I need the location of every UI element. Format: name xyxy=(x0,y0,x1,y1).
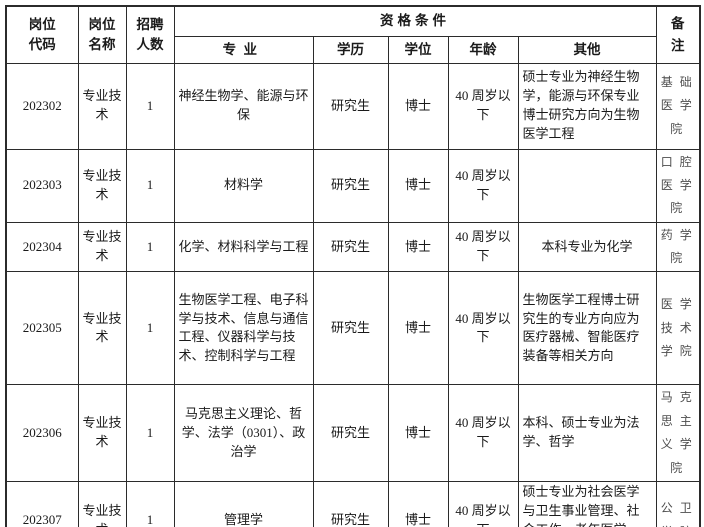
cell-age: 40 周岁以下 xyxy=(447,384,519,483)
cell-degree: 博士 xyxy=(387,384,449,483)
cell-degree: 博士 xyxy=(387,271,449,386)
cell-remark: 药学院 xyxy=(655,221,701,273)
cell-name: 专业技术 xyxy=(77,271,127,386)
cell-education: 研究生 xyxy=(312,384,389,483)
header-recruit-count-label: 招聘人数 xyxy=(136,16,164,52)
cell-major: 生物医学工程、电子科学与技术、信息与通信工程、仪器科学与技术、控制科学与工程 xyxy=(173,271,314,386)
table-row: 202303 专业技术 1 材料学 研究生 博士 40 周岁以下 口腔医学院 xyxy=(5,148,701,223)
cell-other: 硕士专业为社会医学与卫生事业管理、社会工作、老年医学、护理学 xyxy=(517,481,657,527)
cell-major: 管理学 xyxy=(173,481,314,527)
cell-age: 40 周岁以下 xyxy=(447,271,519,386)
cell-other: 生物医学工程博士研究生的专业方向应为医疗器械、智能医疗装备等相关方向 xyxy=(517,271,657,386)
header-position-code-label: 岗位代码 xyxy=(28,16,56,52)
header-other: 其他 xyxy=(517,35,657,64)
cell-education: 研究生 xyxy=(312,62,389,150)
header-position-code: 岗位代码 xyxy=(5,5,79,64)
cell-education: 研究生 xyxy=(312,271,389,386)
header-remark-label: 备注 xyxy=(671,16,685,53)
table-row: 202306 专业技术 1 马克思主义理论、哲学、法学（0301）、政治学 研究生 博士 4… xyxy=(5,384,701,483)
cell-name: 专业技术 xyxy=(77,148,127,223)
table-header: 岗位代码 岗位名称 招聘人数 资格条件 备注 专业 学历 学位 年龄 其他 xyxy=(5,5,701,64)
cell-degree: 博士 xyxy=(387,62,449,150)
cell-other xyxy=(517,148,657,223)
cell-name: 专业技术 xyxy=(77,62,127,150)
cell-count: 1 xyxy=(125,62,175,150)
cell-code: 202304 xyxy=(5,221,79,273)
cell-major: 神经生物学、能源与环保 xyxy=(173,62,314,150)
cell-degree: 博士 xyxy=(387,221,449,273)
cell-education: 研究生 xyxy=(312,148,389,223)
cell-code: 202306 xyxy=(5,384,79,483)
cell-name: 专业技术 xyxy=(77,384,127,483)
cell-code: 202307 xyxy=(5,481,79,527)
header-age: 年龄 xyxy=(447,35,519,64)
cell-remark: 基础医学院 xyxy=(655,62,701,150)
cell-education: 研究生 xyxy=(312,221,389,273)
header-position-name: 岗位名称 xyxy=(77,5,127,64)
cell-remark: 口腔医学院 xyxy=(655,148,701,223)
cell-code: 202302 xyxy=(5,62,79,150)
cell-code: 202305 xyxy=(5,271,79,386)
cell-name: 专业技术 xyxy=(77,221,127,273)
table-row: 202305 专业技术 1 生物医学工程、电子科学与技术、信息与通信工程、仪器科学与技… xyxy=(5,271,701,386)
cell-remark: 公卫学院 xyxy=(655,481,701,527)
header-position-name-label: 岗位名称 xyxy=(88,16,116,52)
cell-count: 1 xyxy=(125,481,175,527)
table-row: 202302 专业技术 1 神经生物学、能源与环保 研究生 博士 40 周岁以下 硕士专业为神… xyxy=(5,62,701,150)
header-degree: 学位 xyxy=(387,35,449,64)
cell-degree: 博士 xyxy=(387,481,449,527)
cell-count: 1 xyxy=(125,221,175,273)
cell-count: 1 xyxy=(125,384,175,483)
cell-count: 1 xyxy=(125,271,175,386)
cell-name: 专业技术 xyxy=(77,481,127,527)
table-row: 202304 专业技术 1 化学、材料科学与工程 研究生 博士 40 周岁以下 本科专业为化学… xyxy=(5,221,701,273)
cell-remark: 医学技术学院 xyxy=(655,271,701,386)
header-recruit-count: 招聘人数 xyxy=(125,5,175,64)
cell-major: 马克思主义理论、哲学、法学（0301）、政治学 xyxy=(173,384,314,483)
cell-degree: 博士 xyxy=(387,148,449,223)
cell-major: 化学、材料科学与工程 xyxy=(173,221,314,273)
header-major: 专业 xyxy=(173,35,314,64)
cell-age: 40 周岁以下 xyxy=(447,62,519,150)
cell-age: 40 周岁以下 xyxy=(447,148,519,223)
header-qualifications: 资格条件 xyxy=(173,5,657,37)
cell-other: 硕士专业为神经生物学，能源与环保专业博士研究方向为生物医学工程 xyxy=(517,62,657,150)
recruitment-table: 岗位代码 岗位名称 招聘人数 资格条件 备注 专业 学历 学位 年龄 其他 20… xyxy=(5,5,702,527)
cell-other: 本科、硕士专业为法学、哲学 xyxy=(517,384,657,483)
header-education: 学历 xyxy=(312,35,389,64)
cell-age: 40 周岁以下 xyxy=(447,481,519,527)
table-row: 202307专业技术1管理学研究生博士40 周岁以下硕士专业为社会医学与卫生事业… xyxy=(5,481,701,527)
cell-other: 本科专业为化学 xyxy=(517,221,657,273)
cell-major: 材料学 xyxy=(173,148,314,223)
cell-code: 202303 xyxy=(5,148,79,223)
cell-age: 40 周岁以下 xyxy=(447,221,519,273)
cell-education: 研究生 xyxy=(312,481,389,527)
header-remark: 备注 xyxy=(655,5,701,64)
cell-count: 1 xyxy=(125,148,175,223)
cell-remark: 马克思主义学院 xyxy=(655,384,701,483)
table-body: 202302 专业技术 1 神经生物学、能源与环保 研究生 博士 40 周岁以下 硕士专业为神… xyxy=(5,62,701,527)
